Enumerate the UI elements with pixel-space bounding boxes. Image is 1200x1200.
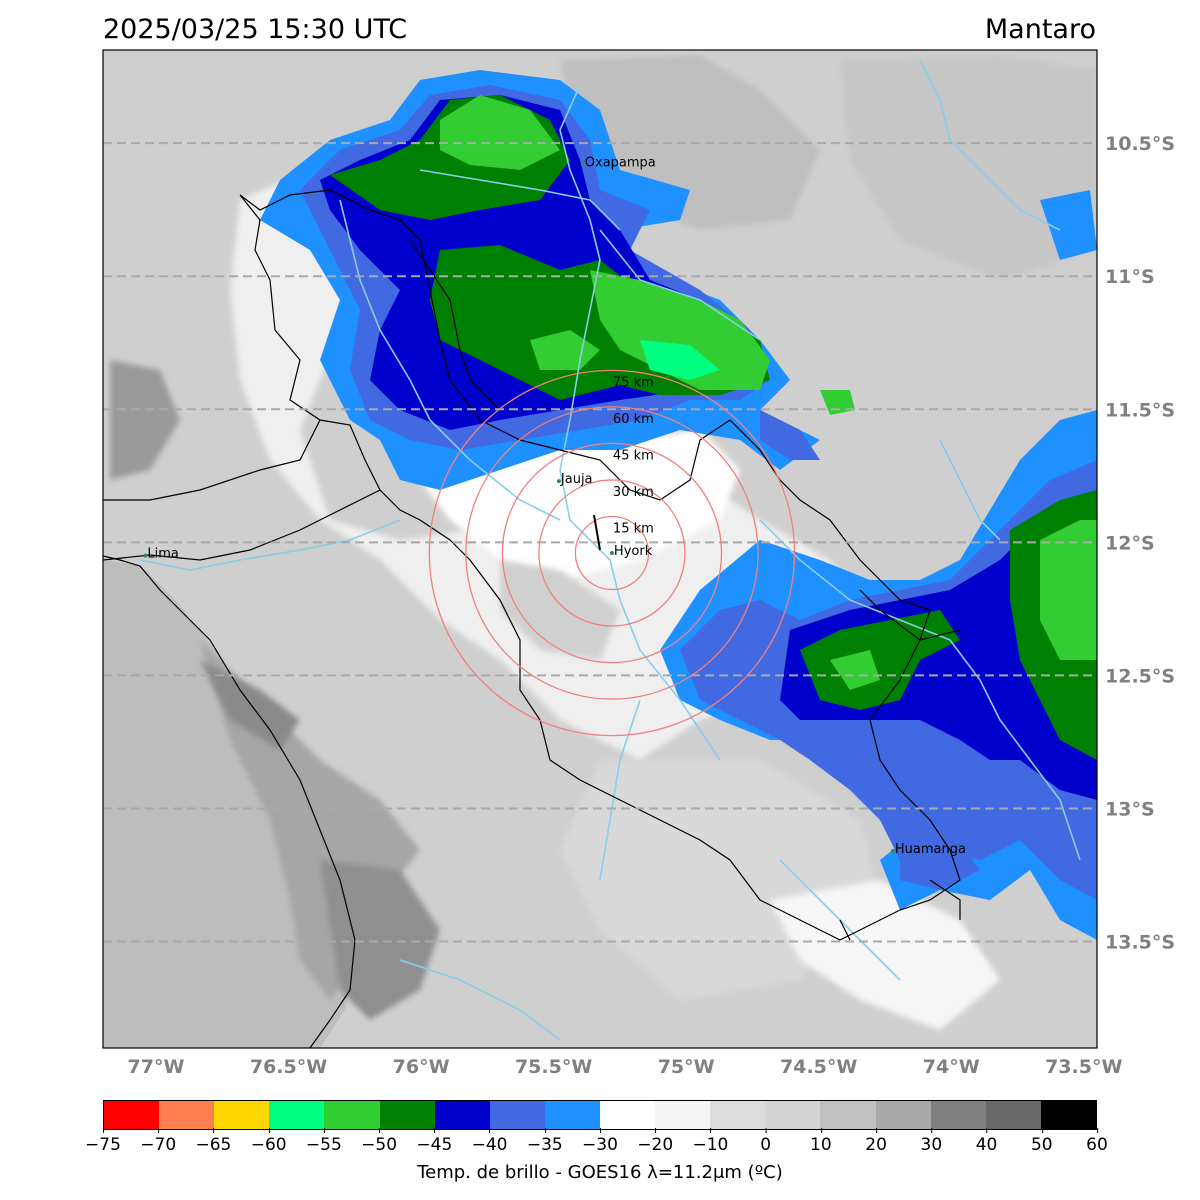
- map-region-title: Mantaro: [984, 14, 1096, 45]
- range-ring: [465, 406, 759, 700]
- colorbar-swatch: [985, 1101, 1041, 1129]
- colorbar-tick-label: 20: [865, 1128, 887, 1155]
- lon-tick-label: 74°W: [923, 1056, 980, 1078]
- colorbar-tick-label: 0: [760, 1128, 771, 1155]
- latitude-gridlines: [103, 142, 1097, 943]
- city-dot: [143, 553, 148, 558]
- colorbar-swatch: [1040, 1101, 1096, 1129]
- range-ring-label: 75 km: [613, 375, 654, 390]
- lon-tick-label: 73.5°W: [1045, 1056, 1122, 1078]
- colorbar-swatch: [544, 1101, 600, 1129]
- colorbar-swatch: [875, 1101, 931, 1129]
- lon-tick-label: 77°W: [128, 1056, 185, 1078]
- colorbar-swatch: [930, 1101, 986, 1129]
- river-network: [139, 59, 1081, 1041]
- lon-tick-label: 76°W: [393, 1056, 450, 1078]
- range-ring: [574, 515, 650, 591]
- colorbar-tick-label: 10: [810, 1128, 832, 1155]
- colorbar-tick-label: 40: [976, 1128, 997, 1155]
- colorbar-tick-label: −70: [140, 1128, 176, 1155]
- city-label: Hyork: [614, 544, 653, 559]
- city-label: Lima: [147, 547, 178, 562]
- colorbar-tick-label: −30: [582, 1128, 618, 1155]
- range-ring: [538, 479, 686, 627]
- map-frame: [102, 49, 1098, 1049]
- lat-tick-label: 12°S: [1105, 532, 1155, 554]
- colorbar-swatch: [489, 1101, 545, 1129]
- range-ring: [501, 442, 723, 664]
- colorbar-tick-label: −45: [416, 1128, 452, 1155]
- colorbar-tick-label: 30: [921, 1128, 942, 1155]
- colorbar-swatch: [104, 1101, 160, 1129]
- range-ring-label: 45 km: [613, 448, 654, 463]
- colorbar-tick-label: −60: [251, 1128, 287, 1155]
- lat-tick-label: 11°S: [1105, 266, 1155, 288]
- colorbar-swatch: [710, 1101, 766, 1129]
- city-dot: [580, 162, 585, 167]
- city-markers: Oxapampa Jauja Hyork Lima Huamanga: [143, 155, 966, 857]
- colorbar-swatch: [269, 1101, 325, 1129]
- colorbar: [103, 1100, 1097, 1130]
- colorbar-swatch: [159, 1101, 215, 1129]
- colorbar-swatch: [599, 1101, 656, 1129]
- lat-tick-label: 10.5°S: [1105, 133, 1175, 155]
- longitude-labels: 77°W 76.5°W 76°W 75.5°W 75°W 74.5°W 74°W 73.5°W: [128, 1056, 1123, 1078]
- colorbar-swatch: [434, 1101, 490, 1129]
- colorbar-tick-label: −20: [637, 1128, 673, 1155]
- colorbar-swatch: [324, 1101, 380, 1129]
- coastline: [103, 555, 356, 1048]
- city-label: Huamanga: [895, 842, 966, 857]
- city-dot: [556, 479, 561, 484]
- lat-tick-label: 13°S: [1105, 798, 1155, 820]
- lon-tick-label: 74.5°W: [780, 1056, 857, 1078]
- map-datetime-title: 2025/03/25 15:30 UTC: [103, 14, 408, 45]
- range-ring-label: 15 km: [613, 521, 654, 536]
- region-boundaries: [103, 189, 961, 941]
- lat-tick-label: 12.5°S: [1105, 665, 1175, 687]
- range-rings: 15 km 30 km 45 km 60 km 75 km: [428, 369, 796, 737]
- colorbar-tick-label: −65: [195, 1128, 231, 1155]
- colorbar-tick-label: 50: [1031, 1128, 1053, 1155]
- colorbar-tick-label: −10: [692, 1128, 728, 1155]
- colorbar-swatch: [820, 1101, 876, 1129]
- colorbar-tick-label: 60: [1086, 1128, 1108, 1155]
- range-ring: [428, 369, 796, 737]
- city-dot: [890, 849, 895, 854]
- colorbar-swatch: [379, 1101, 435, 1129]
- city-label: Jauja: [560, 472, 593, 487]
- range-ring-label: 60 km: [613, 412, 654, 427]
- colorbar-tick-label: −35: [527, 1128, 563, 1155]
- colorbar-tick-label: −75: [85, 1128, 121, 1155]
- lat-tick-label: 13.5°S: [1105, 932, 1175, 954]
- latitude-labels: 10.5°S 11°S 11.5°S 12°S 12.5°S 13°S 13.5°S: [1105, 133, 1175, 953]
- colorbar-swatch: [655, 1101, 711, 1129]
- city-dot: [609, 550, 614, 555]
- colorbar-swatch: [765, 1101, 821, 1129]
- colorbar-label: Temp. de brillo - GOES16 λ=11.2μm (ºC): [417, 1162, 783, 1183]
- colorbar-tick-label: −55: [306, 1128, 342, 1155]
- lat-tick-label: 11.5°S: [1105, 399, 1175, 421]
- colorbar-tick-label: −50: [361, 1128, 397, 1155]
- city-label: Oxapampa: [585, 155, 656, 170]
- range-ring-label: 30 km: [613, 485, 654, 500]
- colorbar-tick-label: −40: [472, 1128, 507, 1155]
- radar-beam-marker: [593, 514, 601, 551]
- colorbar-swatch: [214, 1101, 270, 1129]
- satellite-map[interactable]: 15 km 30 km 45 km 60 km 75 km Oxapampa Jauja H…: [0, 0, 1200, 1095]
- lon-tick-label: 75°W: [658, 1056, 715, 1078]
- colorbar-ticks: −75 −70 −65 −60 −55 −50 −45 −40 −35 −30 −20 −10 0 10 2…: [85, 1128, 1108, 1160]
- lon-tick-label: 75.5°W: [515, 1056, 592, 1078]
- lon-tick-label: 76.5°W: [250, 1056, 327, 1078]
